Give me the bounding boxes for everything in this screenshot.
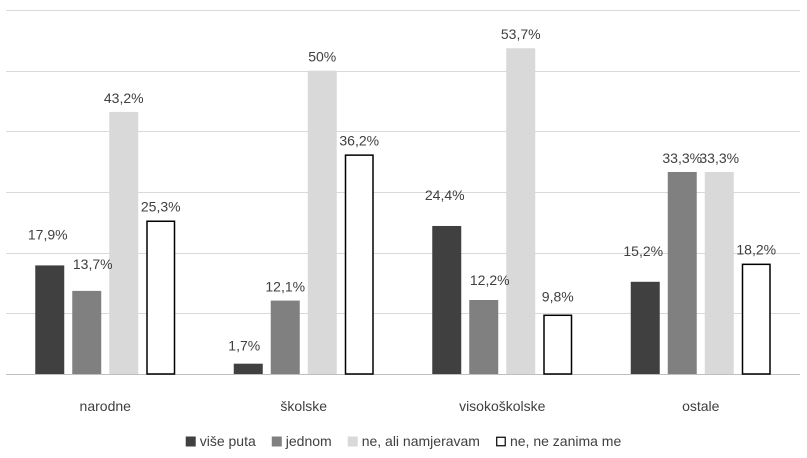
category-label-ostale: ostale xyxy=(682,398,720,414)
legend-swatch-3 xyxy=(347,436,358,447)
category-label-visokoškolske: visokoškolske xyxy=(459,398,546,414)
category-label-školske: školske xyxy=(280,398,327,414)
data-label: 33,3% xyxy=(699,150,739,166)
bar-3-školske xyxy=(307,70,337,375)
data-label: 13,7% xyxy=(73,256,113,272)
bar-3-ostale xyxy=(704,171,734,374)
category-labels: narodne školske visokoškolske ostale xyxy=(80,398,720,414)
data-label: 25,3% xyxy=(141,199,181,215)
category-label-narodne: narodne xyxy=(80,398,132,414)
data-label: 50% xyxy=(308,49,336,65)
bar-4-ostale xyxy=(741,263,771,375)
legend-swatch-2 xyxy=(271,436,282,447)
data-label: 9,8% xyxy=(542,289,574,305)
data-label: 15,2% xyxy=(623,243,663,259)
bar-4-školske xyxy=(344,154,374,375)
legend-swatch-1 xyxy=(185,436,196,447)
bar-1-narodne xyxy=(35,265,65,374)
bar-3-visokoškolske xyxy=(506,48,536,374)
bar-2-ostale xyxy=(667,171,697,374)
data-label: 24,4% xyxy=(425,187,465,203)
bar-3-narodne xyxy=(109,111,139,375)
legend-swatch-4 xyxy=(496,436,506,447)
bar-2-visokoškolske xyxy=(469,299,499,374)
data-label: 43,2% xyxy=(104,90,144,106)
data-label: 12,2% xyxy=(470,272,510,288)
bar-4-visokoškolske xyxy=(543,314,573,375)
bar-4-narodne xyxy=(146,220,176,375)
bars xyxy=(35,48,771,375)
data-label: 17,9% xyxy=(28,226,68,242)
legend: više puta jednom ne, ali namjeravam ne, ne … xyxy=(185,433,621,449)
data-label: 53,7% xyxy=(501,26,541,42)
bar-2-školske xyxy=(270,300,300,374)
data-label: 33,3% xyxy=(662,150,702,166)
bar-1-visokoškolske xyxy=(432,225,462,374)
bar-1-školske xyxy=(233,363,263,374)
data-labels: 17,9% 13,7% 43,2% 25,3% 1,7% 12,1% 50% 36,2% 24,… xyxy=(28,26,776,353)
data-label: 36,2% xyxy=(339,132,379,148)
bar-2-narodne xyxy=(72,290,102,374)
data-label: 12,1% xyxy=(265,279,305,295)
bar-1-ostale xyxy=(630,281,660,374)
legend-label-4: ne, ne zanima me xyxy=(510,433,621,449)
data-label: 18,2% xyxy=(736,242,776,258)
legend-label-2: jednom xyxy=(285,433,332,449)
data-label: 1,7% xyxy=(228,338,260,354)
gridlines xyxy=(6,10,800,375)
legend-label-1: više puta xyxy=(200,433,256,449)
legend-label-3: ne, ali namjeravam xyxy=(362,433,480,449)
